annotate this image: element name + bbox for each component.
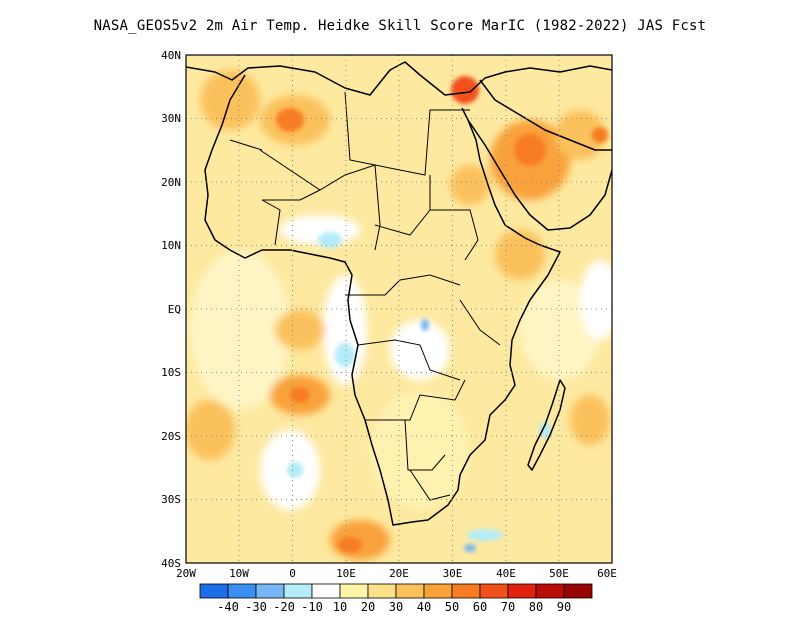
colorbar-swatch xyxy=(339,583,369,599)
colorbar-label: 40 xyxy=(417,600,431,614)
colorbar-swatch xyxy=(423,583,453,599)
map-title: NASA_GEOS5v2 2m Air Temp. Heidke Skill S… xyxy=(93,18,707,34)
lat-label: 40S xyxy=(161,557,181,570)
colorbar-swatch xyxy=(395,583,425,599)
colorbar-swatch xyxy=(311,583,341,599)
colorbar-label: 80 xyxy=(529,600,543,614)
lon-label: 60E xyxy=(597,567,617,580)
colorbar-label: 90 xyxy=(557,600,571,614)
lon-label: 50E xyxy=(549,567,569,580)
lat-label: 30N xyxy=(161,112,181,125)
colorbar xyxy=(199,583,593,599)
colorbar-label: 30 xyxy=(389,600,403,614)
coastlines xyxy=(186,61,612,526)
grid-lines xyxy=(186,55,612,563)
lon-label: 10E xyxy=(336,567,356,580)
colorbar-label: -20 xyxy=(273,600,295,614)
colorbar-swatch xyxy=(227,583,257,599)
colorbar-label: 20 xyxy=(361,600,375,614)
latitude-labels: 40N 30N 20N 10N EQ 10S 20S 30S 40S xyxy=(161,49,181,570)
lon-label: 40E xyxy=(496,567,516,580)
colorbar-swatch xyxy=(563,583,593,599)
lat-label: 30S xyxy=(161,493,181,506)
lon-label: 30E xyxy=(443,567,463,580)
plot-frame xyxy=(185,54,613,564)
colorbar-label: 50 xyxy=(445,600,459,614)
lat-label: 20S xyxy=(161,430,181,443)
longitude-labels: 20W 10W 0 10E 20E 30E 40E 50E 60E xyxy=(176,567,617,580)
colorbar-label: -10 xyxy=(301,600,323,614)
colorbar-label: 60 xyxy=(473,600,487,614)
lon-label: 10W xyxy=(229,567,249,580)
lon-label: 20E xyxy=(389,567,409,580)
colorbar-swatch xyxy=(255,583,285,599)
lon-label: 20W xyxy=(176,567,196,580)
colorbar-labels: -40 -30 -20 -10 10 20 30 40 50 60 70 80 90 xyxy=(217,600,571,614)
colorbar-swatch xyxy=(451,583,481,599)
country-borders xyxy=(229,91,501,501)
colorbar-label: -30 xyxy=(245,600,267,614)
lon-label: 0 xyxy=(289,567,296,580)
lat-label: EQ xyxy=(168,303,181,316)
colorbar-label: 10 xyxy=(333,600,347,614)
colorbar-swatch xyxy=(283,583,313,599)
lat-label: 20N xyxy=(161,176,181,189)
colorbar-swatch xyxy=(479,583,509,599)
colorbar-swatch xyxy=(535,583,565,599)
lat-label: 10N xyxy=(161,239,181,252)
skill-field xyxy=(186,55,612,563)
colorbar-swatch xyxy=(507,583,537,599)
colorbar-swatch xyxy=(367,583,397,599)
colorbar-label: 70 xyxy=(501,600,515,614)
colorbar-swatch xyxy=(199,583,229,599)
colorbar-label: -40 xyxy=(217,600,239,614)
lat-label: 40N xyxy=(161,49,181,62)
lat-label: 10S xyxy=(161,366,181,379)
